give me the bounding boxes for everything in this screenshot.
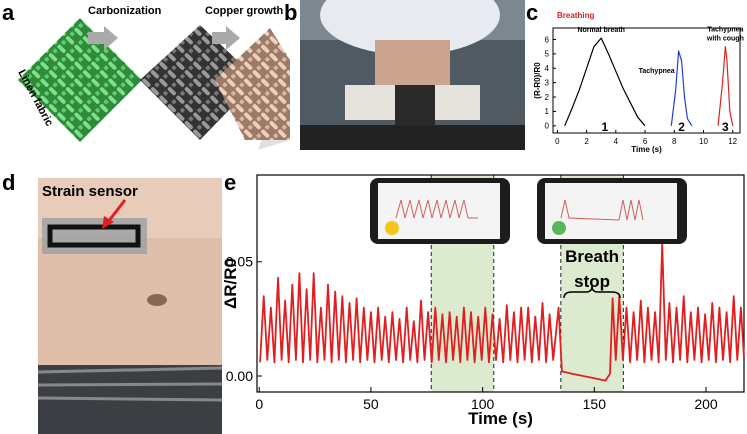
panel-label: a: [2, 0, 15, 25]
curve-annotation: Normal breath: [577, 27, 624, 34]
plot-frame: [552, 27, 741, 134]
x-tick-label: 50: [363, 396, 379, 412]
panel-label: c: [526, 0, 538, 25]
chart-title: Breathing: [557, 11, 594, 20]
bracket: [563, 285, 621, 299]
y-axis-label: (R-R0)/R0: [533, 62, 542, 99]
data-line: [670, 50, 693, 127]
data-line: [564, 37, 646, 127]
step-label: Carbonization: [88, 5, 162, 17]
x-tick-label: 150: [583, 396, 607, 412]
data-line: [259, 242, 745, 382]
x-tick-label: 12: [728, 137, 737, 146]
x-tick-label: 8: [672, 137, 677, 146]
y-tick-label: 0: [545, 122, 550, 131]
photo-abdomen: [37, 178, 223, 434]
x-tick-label: 6: [643, 137, 648, 146]
series-label: 1: [602, 120, 609, 134]
curve-annotation: with cough: [706, 36, 744, 43]
annotation: stop: [574, 272, 610, 291]
phone-trace: [560, 199, 644, 221]
y-tick-label: 3: [545, 78, 550, 87]
series-label: 3: [722, 120, 729, 134]
series-label: 2: [678, 120, 685, 134]
emoji: [552, 221, 566, 235]
phone-trace: [395, 199, 478, 219]
photo-mask: [300, 0, 525, 150]
y-axis-label: ΔR/R0: [221, 258, 240, 309]
x-tick-label: 100: [471, 396, 495, 412]
x-tick-label: 10: [699, 137, 708, 146]
y-tick-label: 2: [545, 93, 550, 102]
curve-annotation: Tachypnea: [707, 27, 743, 34]
y-tick-label: 0.05: [226, 254, 253, 270]
emoji: [385, 221, 399, 235]
curve-annotation: Tachypnea: [639, 68, 675, 75]
x-tick-label: 0: [255, 396, 263, 412]
panel-label: e: [224, 170, 236, 195]
x-tick-label: 200: [694, 396, 718, 412]
x-tick-label: 0: [555, 137, 560, 146]
y-tick-label: 1: [545, 107, 550, 116]
plot-frame: [256, 174, 745, 393]
x-axis-label: Time (s): [631, 145, 662, 154]
data-line: [717, 46, 734, 126]
fabric-illustration: [18, 18, 290, 150]
x-axis-label: Time (s): [468, 409, 533, 428]
annotation: Breath: [565, 247, 619, 266]
x-tick-label: 4: [614, 137, 619, 146]
sensor-label: Strain sensor: [42, 183, 138, 200]
y-tick-label: 6: [545, 35, 550, 44]
y-tick-label: 0.00: [226, 368, 253, 384]
y-tick-label: 4: [545, 64, 550, 73]
panel-label: b: [284, 0, 297, 25]
step-label: Copper growth: [205, 5, 283, 17]
panel-label: d: [2, 170, 15, 195]
x-tick-label: 2: [584, 137, 589, 146]
y-tick-label: 5: [545, 50, 550, 59]
